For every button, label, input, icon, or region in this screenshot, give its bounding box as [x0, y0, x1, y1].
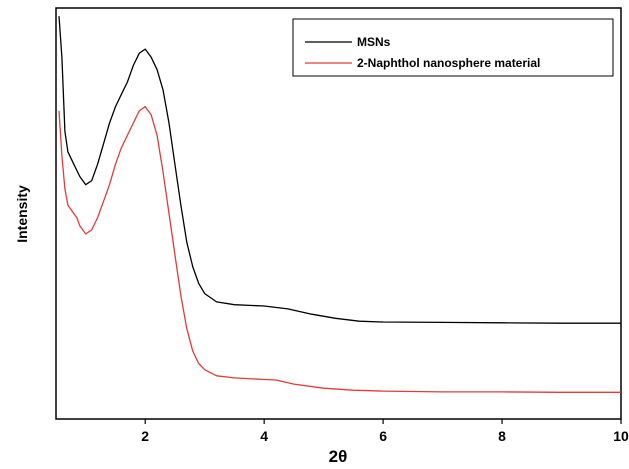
- x-tick-label-4: 4: [260, 428, 268, 444]
- plot-frame: [55, 7, 622, 420]
- x-axis-ticks: 2 4 6 8 10: [141, 419, 629, 444]
- legend-box: [292, 18, 614, 77]
- x-axis-label: 2θ: [329, 447, 348, 466]
- x-tick-label-6: 6: [379, 428, 387, 444]
- legend-label-msns: MSNs: [357, 35, 391, 49]
- legend-label-naphthol: 2-Naphthol nanosphere material: [357, 56, 540, 70]
- series-line-msns: [58, 16, 621, 324]
- x-tick-label-2: 2: [141, 428, 149, 444]
- legend: MSNs 2-Naphthol nanosphere material: [292, 18, 614, 77]
- series-line-naphthol: [58, 105, 621, 393]
- x-tick-label-8: 8: [498, 428, 506, 444]
- series-layer: [58, 16, 621, 393]
- x-tick-label-10: 10: [613, 428, 629, 444]
- y-axis-label: Intensity: [14, 185, 30, 243]
